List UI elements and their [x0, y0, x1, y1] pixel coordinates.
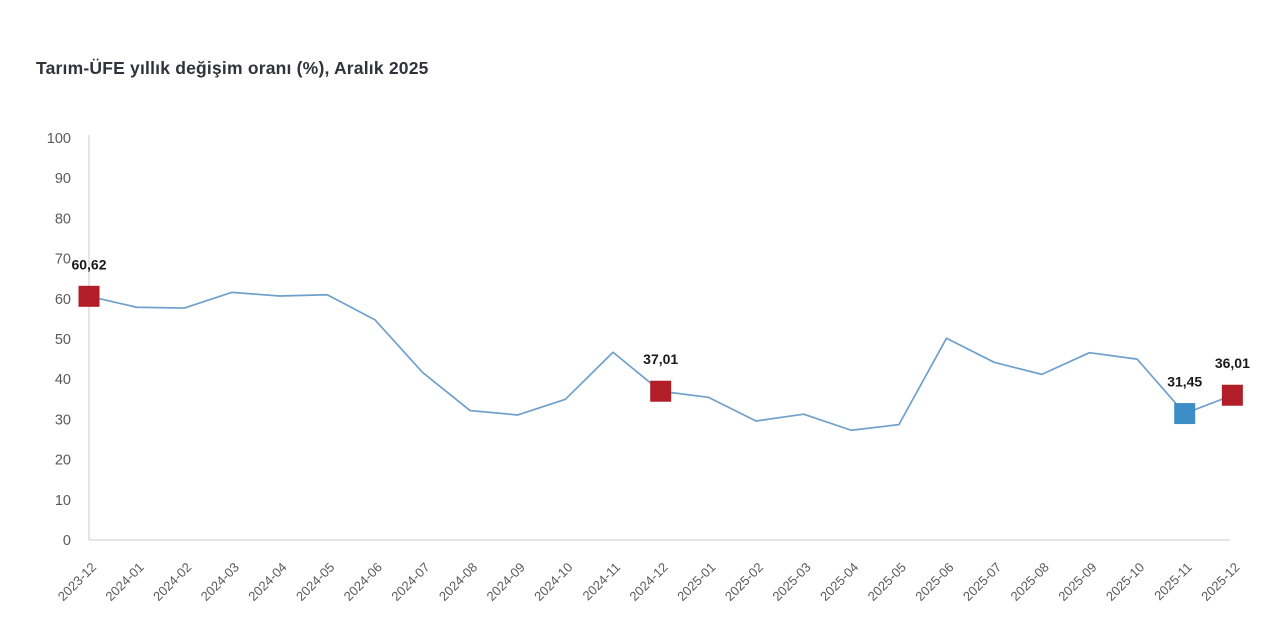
x-axis-tick-label: 2024-03: [198, 560, 242, 604]
x-axis-tick-label: 2024-02: [150, 560, 194, 604]
x-axis-tick-label: 2025-12: [1198, 560, 1242, 604]
y-axis-tick-label: 30: [55, 412, 71, 428]
y-axis-tick-label: 10: [55, 493, 71, 509]
x-axis-tick-label: 2024-07: [388, 560, 432, 604]
x-axis-tick-label: 2025-06: [912, 560, 956, 604]
x-axis-tick-label: 2024-06: [341, 560, 385, 604]
x-axis-tick-label: 2025-01: [674, 560, 718, 604]
data-point-marker: [650, 380, 672, 402]
x-axis-tick-label: 2024-04: [245, 560, 289, 604]
x-axis-tick-label: 2025-08: [1008, 560, 1052, 604]
x-axis-tick-label: 2025-05: [865, 560, 909, 604]
y-axis-tick-label: 50: [55, 332, 71, 348]
y-axis-tick-label: 40: [55, 372, 71, 388]
data-point-label: 60,62: [71, 256, 106, 272]
x-axis-tick-label: 2024-09: [484, 560, 528, 604]
y-axis-tick-label: 80: [55, 211, 71, 227]
data-point-marker: [1221, 384, 1243, 406]
y-axis-tick-label: 60: [55, 292, 71, 308]
chart-title: Tarım-ÜFE yıllık değişim oranı (%), Aral…: [36, 58, 429, 78]
x-axis-tick-label: 2024-05: [293, 560, 337, 604]
y-axis-tick-label: 90: [55, 171, 71, 187]
x-axis-tick-label: 2024-01: [102, 560, 146, 604]
y-axis-tick-label: 0: [63, 533, 71, 549]
x-axis-tick-label: 2025-04: [817, 560, 861, 604]
y-axis-tick-label: 20: [55, 453, 71, 469]
data-point-marker: [1174, 403, 1196, 425]
x-axis-tick-label: 2024-08: [436, 560, 480, 604]
data-point-label: 31,45: [1167, 374, 1202, 390]
data-point-label: 37,01: [643, 351, 678, 367]
y-axis-tick-label: 100: [47, 131, 71, 147]
x-axis-tick-label: 2025-09: [1055, 560, 1099, 604]
x-axis-tick-label: 2025-10: [1103, 560, 1147, 604]
x-axis-tick-label: 2025-03: [769, 560, 813, 604]
data-point-marker: [78, 285, 100, 307]
x-axis-tick-label: 2023-12: [55, 560, 99, 604]
x-axis-tick-label: 2025-07: [960, 560, 1004, 604]
y-axis-tick-label: 70: [55, 252, 71, 268]
x-axis-tick-label: 2024-11: [579, 560, 623, 604]
x-axis-tick-label: 2025-02: [722, 560, 766, 604]
data-point-label: 36,01: [1215, 355, 1250, 371]
x-axis-tick-label: 2024-10: [531, 560, 575, 604]
x-axis-tick-label: 2024-12: [626, 560, 670, 604]
x-axis-tick-label: 2025-11: [1151, 560, 1195, 604]
